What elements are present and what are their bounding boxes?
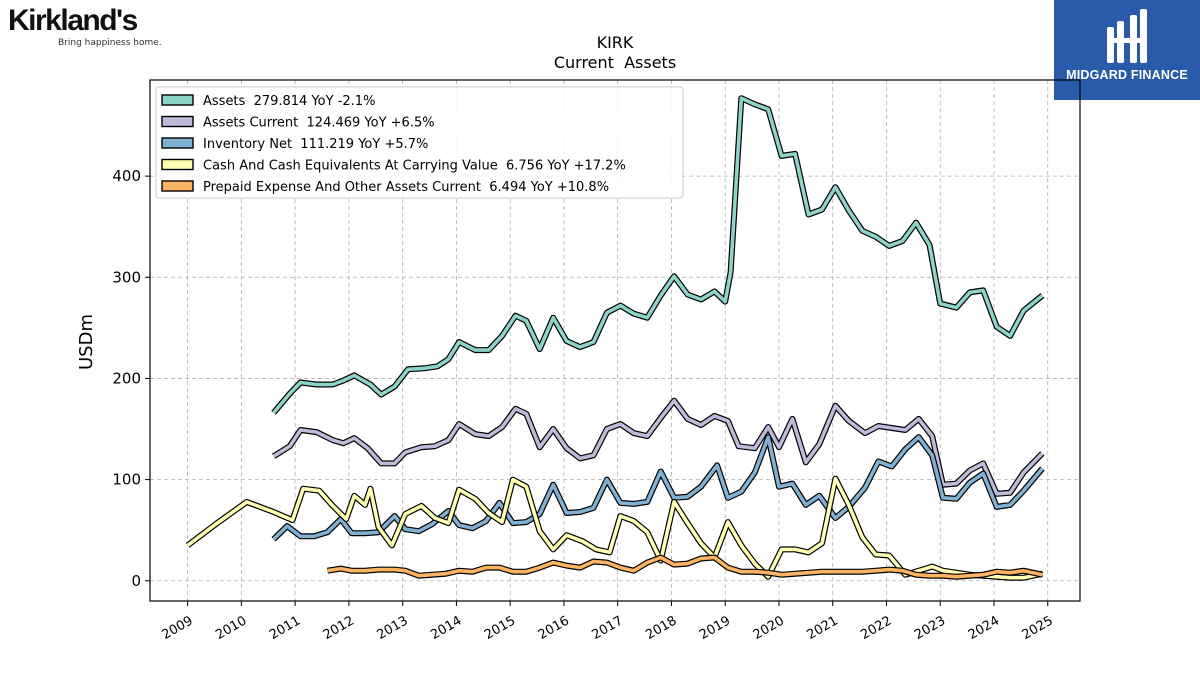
x-tick-label: 2018: [643, 613, 679, 643]
x-tick-label: 2011: [267, 613, 303, 643]
legend-swatch: [161, 94, 194, 106]
y-tick-label: 400: [112, 167, 141, 185]
plot-frame: [149, 79, 1081, 602]
series-2: [271, 434, 1045, 542]
series-line: [327, 555, 1043, 579]
x-tick-label: 2023: [912, 613, 948, 643]
x-tick-label: 2010: [213, 613, 249, 643]
legend-swatch: [161, 158, 194, 171]
y-tick-label: 100: [112, 471, 141, 489]
y-tick-label: 0: [131, 572, 141, 590]
x-tick-label: 2016: [536, 613, 572, 643]
legend-entry: Inventory Net 111.219 YoY +5.7%: [203, 137, 428, 152]
series-1: [272, 397, 1045, 497]
company-name: Kirkland's: [8, 4, 138, 37]
x-tick-label: 2020: [751, 613, 787, 643]
publisher-name: MIDGARD FINANCE: [1066, 68, 1188, 82]
series-0: [271, 95, 1045, 415]
legend-entry: Assets Current 124.469 YoY +6.5%: [203, 116, 435, 131]
legend-swatch: [161, 137, 194, 149]
publisher-emblem-icon: [1107, 9, 1147, 63]
chart-subtitle: Current Assets: [554, 53, 676, 72]
company-tagline: Bring happiness home.: [58, 38, 162, 48]
x-tick-label: 2015: [482, 613, 518, 643]
legend: Assets 279.814 YoY -2.1% Assets Current 1…: [155, 86, 684, 199]
y-tick-label: 300: [112, 268, 141, 286]
chart-title: KIRK: [597, 33, 634, 52]
x-tick-label: 2025: [1020, 613, 1056, 643]
company-logo: Kirkland's Bring happiness home.: [8, 4, 162, 48]
x-tick-label: 2012: [321, 613, 357, 643]
series-line: [272, 398, 1044, 496]
x-tick-label: 2014: [428, 613, 464, 643]
legend-entry: Assets 279.814 YoY -2.1%: [203, 94, 375, 109]
legend-entry: Cash And Cash Equivalents At Carrying Va…: [203, 159, 626, 174]
series-line: [272, 96, 1044, 414]
legend-swatch: [161, 115, 194, 128]
legend-entry: Prepaid Expense And Other Assets Current…: [203, 180, 609, 195]
series-4: [326, 554, 1044, 580]
x-tick-label: 2022: [858, 613, 894, 643]
plot-area: [185, 95, 1045, 581]
y-axis-label: USDm: [76, 314, 97, 370]
publisher-logo: MIDGARD FINANCE: [1054, 0, 1200, 100]
legend-box: [155, 86, 684, 199]
x-tick-label: 2017: [590, 613, 626, 643]
y-tick-label: 200: [112, 369, 141, 387]
x-tick-label: 2009: [159, 613, 195, 643]
x-tick-label: 2024: [966, 613, 1002, 643]
x-tick-label: 2013: [374, 613, 410, 643]
legend-swatch: [161, 180, 194, 192]
x-tick-label: 2021: [805, 613, 841, 643]
x-tick-label: 2019: [697, 613, 733, 643]
